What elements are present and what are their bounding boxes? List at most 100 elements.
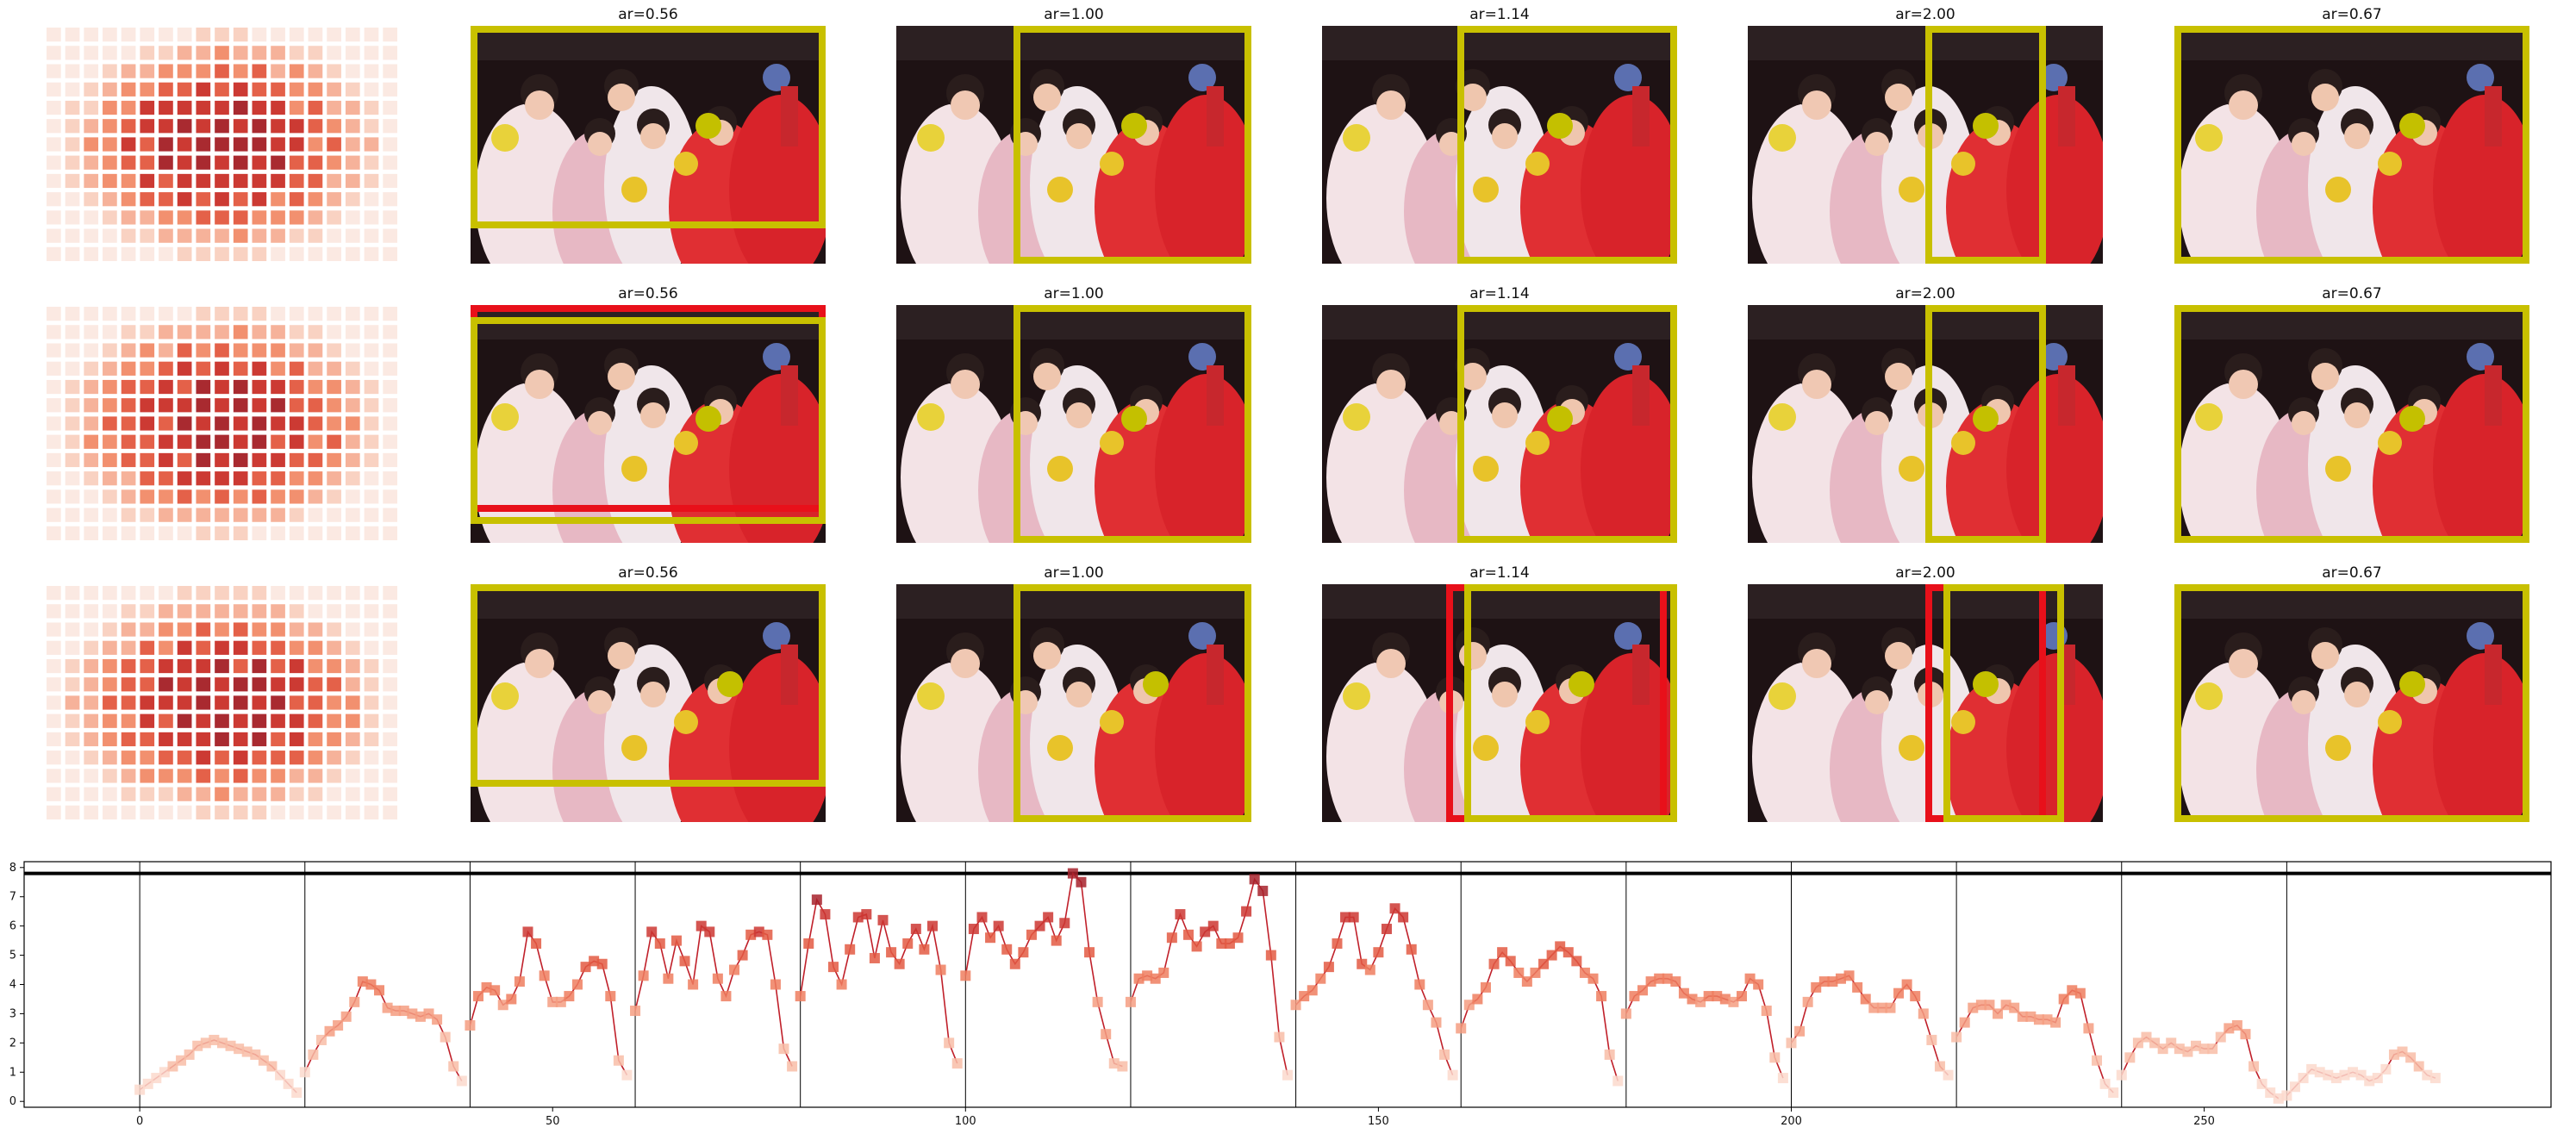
data-point-marker [1943, 1069, 1954, 1081]
heatmap-cell [103, 343, 117, 358]
data-point-marker [2199, 1043, 2210, 1055]
heatmap-cell [84, 82, 99, 97]
data-point-marker [555, 996, 566, 1007]
heatmap-cell [345, 677, 360, 692]
heatmap-cell [364, 586, 379, 601]
heatmap-cell [215, 137, 229, 152]
heatmap-cell [196, 210, 211, 225]
heatmap-cell [103, 379, 117, 395]
data-point-marker [497, 1000, 508, 1011]
heatmap-cell [364, 508, 379, 522]
heatmap-cell [196, 64, 211, 78]
data-point-marker [2042, 1014, 2053, 1025]
data-point-marker [646, 926, 658, 938]
crop-panel [1748, 26, 2103, 264]
heatmap-cell [252, 604, 267, 619]
heatmap-cell [364, 604, 379, 619]
data-point-marker [209, 1034, 220, 1045]
heatmap-cell [327, 343, 341, 358]
heatmap-cell [327, 228, 341, 243]
heatmap-cell [252, 210, 267, 225]
heatmap-cell [289, 379, 304, 395]
heatmap-cell [196, 489, 211, 504]
data-point-marker [365, 979, 377, 990]
heatmap-cell [177, 622, 192, 637]
heatmap-cell [345, 604, 360, 619]
heatmap-cell [252, 192, 267, 207]
heatmap-cell [327, 192, 341, 207]
heatmap-cell [103, 604, 117, 619]
heatmap-cell [47, 137, 61, 152]
data-point-marker [2067, 985, 2078, 996]
data-point-marker [1818, 976, 1830, 987]
heatmap-cell [271, 379, 285, 395]
heatmap-cell [233, 586, 248, 601]
heatmap-cell [215, 64, 229, 78]
crop-panel [2174, 305, 2529, 543]
heatmap-cell [364, 658, 379, 674]
heatmap-cell [103, 64, 117, 78]
data-point-marker [1687, 994, 1698, 1005]
data-point-marker [663, 973, 674, 984]
heatmap-cell [84, 307, 99, 321]
heatmap-cell [196, 751, 211, 765]
data-point-marker [407, 1008, 418, 1019]
heatmap-cell [65, 246, 80, 261]
heatmap-cell [65, 64, 80, 78]
heatmap-cell [65, 307, 80, 321]
heatmap-cell [159, 119, 173, 134]
data-point-marker [1901, 979, 1912, 990]
heatmap-cell [289, 434, 304, 449]
data-point-marker [811, 894, 822, 906]
heatmap-cell [289, 732, 304, 747]
heatmap-cell [103, 100, 117, 115]
data-point-marker [787, 1061, 798, 1072]
data-point-marker [1001, 944, 1013, 955]
heatmap-cell [84, 434, 99, 449]
data-point-marker [2108, 1087, 2119, 1099]
heatmap-cell [140, 137, 155, 152]
data-point-marker [192, 1040, 203, 1051]
heatmap-cell [215, 713, 229, 728]
heatmap-cell [289, 307, 304, 321]
heatmap-cell [196, 82, 211, 97]
heatmap-cell [65, 751, 80, 765]
heatmap-cell [159, 379, 173, 395]
heatmap-cell [159, 658, 173, 674]
heatmap-cell [159, 713, 173, 728]
heatmap-cell [383, 434, 397, 449]
data-point-marker [1629, 991, 1640, 1002]
score-line-chart: 0 1 2 3 4 5 6 7 8 0 50 100 150 200 250 [9, 861, 2552, 1128]
heatmap-cell [233, 416, 248, 431]
heatmap-cell [271, 658, 285, 674]
heatmap-cell [383, 677, 397, 692]
data-point-marker [2224, 1023, 2235, 1034]
data-point-marker [1389, 903, 1400, 914]
saliency-heatmap [47, 586, 397, 819]
heatmap-cell [308, 622, 323, 637]
heatmap-cell [271, 416, 285, 431]
heatmap-cell [252, 695, 267, 710]
data-point-marker [944, 1037, 955, 1049]
heatmap-cell [327, 452, 341, 468]
heatmap-cell [84, 769, 99, 783]
heatmap-cell [364, 173, 379, 189]
data-point-marker [993, 920, 1004, 931]
heatmap-cell [47, 787, 61, 801]
data-point-marker [1769, 1052, 1781, 1063]
data-point-marker [2058, 994, 2069, 1005]
crop-box [1013, 26, 1251, 264]
data-point-marker [695, 920, 707, 931]
heatmap-cell [289, 192, 304, 207]
data-point-marker [2348, 1067, 2359, 1078]
heatmap-cell [215, 307, 229, 321]
heatmap-cell [65, 82, 80, 97]
heatmap-cell [121, 82, 136, 97]
heatmap-cell [345, 622, 360, 637]
heatmap-cell [47, 100, 61, 115]
heatmap-cell [233, 379, 248, 395]
heatmap-cell [271, 604, 285, 619]
data-point-marker [514, 976, 525, 987]
heatmap-cell [383, 604, 397, 619]
data-point-marker [1703, 991, 1714, 1002]
